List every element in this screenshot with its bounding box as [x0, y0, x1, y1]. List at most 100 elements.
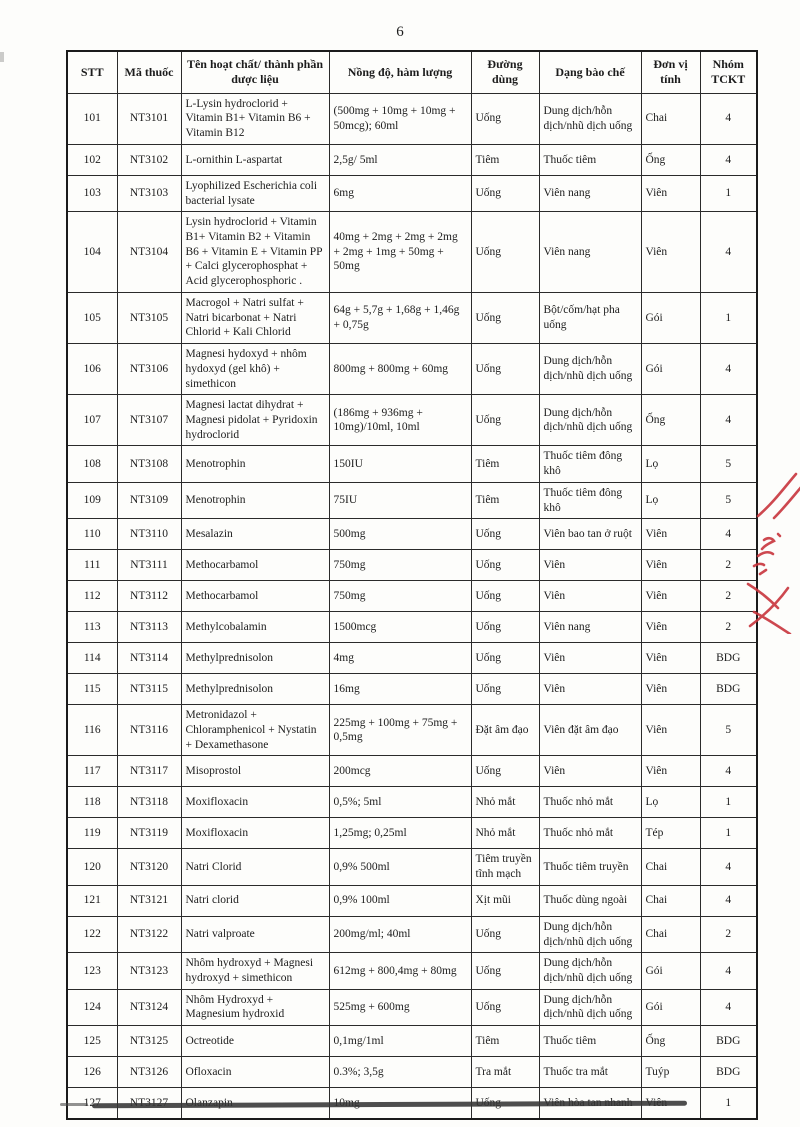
cell-nong_do: 40mg + 2mg + 2mg + 2mg + 2mg + 1mg + 50m…	[328, 211, 472, 293]
table-row: 117 NT3117 Misoprostol 200mcg Uống Viên Viên 4	[66, 755, 758, 788]
cell-dang_bao_che: Thuốc dùng ngoài	[538, 884, 642, 917]
cell-nhom: 2	[699, 580, 758, 613]
cell-ma_thuoc: NT3120	[116, 848, 182, 886]
cell-dang_bao_che: Dung dịch/hỗn dịch/nhũ dịch uống	[538, 915, 642, 954]
cell-stt: 114	[66, 642, 118, 675]
cell-don_vi: Tuýp	[640, 1056, 701, 1089]
cell-stt: 115	[66, 673, 118, 706]
cell-stt: 104	[66, 211, 118, 293]
cell-nhom: 4	[699, 92, 758, 145]
cell-nhom: 2	[699, 611, 758, 644]
cell-ten: Metronidazol + Chloramphenicol + Nystati…	[180, 704, 330, 757]
cell-stt: 109	[66, 481, 118, 520]
cell-ma_thuoc: NT3115	[116, 673, 182, 706]
cell-dang_bao_che: Viên	[538, 642, 642, 675]
cell-don_vi: Viên	[640, 549, 701, 582]
table-row: 114 NT3114 Methylprednisolon 4mg Uống Viên Viê…	[66, 642, 758, 675]
cell-don_vi: Viên	[640, 211, 701, 293]
cell-nhom: 1	[699, 1087, 758, 1120]
cell-don_vi: Tép	[640, 817, 701, 850]
cell-stt: 102	[66, 143, 118, 176]
column-header-duong_dung: Đường dùng	[470, 50, 540, 94]
cell-ten: Misoprostol	[180, 755, 330, 788]
cell-ma_thuoc: NT3109	[116, 481, 182, 520]
cell-dang_bao_che: Viên bao tan ở ruột	[538, 518, 642, 551]
cell-nhom: 5	[699, 704, 758, 757]
cell-duong_dung: Tra mắt	[470, 1056, 540, 1089]
cell-ma_thuoc: NT3121	[116, 884, 182, 917]
cell-nong_do: 225mg + 100mg + 75mg + 0,5mg	[328, 704, 472, 757]
cell-ten: Natri valproate	[180, 915, 330, 954]
cell-don_vi: Viên	[640, 704, 701, 757]
cell-duong_dung: Uống	[470, 92, 540, 145]
table-row: 121 NT3121 Natri clorid 0,9% 100ml Xịt mũi Th…	[66, 884, 758, 917]
column-header-don_vi: Đơn vị tính	[640, 50, 701, 94]
column-header-nhom: Nhóm TCKT	[699, 50, 758, 94]
cell-ma_thuoc: NT3119	[116, 817, 182, 850]
cell-dang_bao_che: Dung dịch/hỗn dịch/nhũ dịch uống	[538, 394, 642, 447]
column-header-ma_thuoc: Mã thuốc	[116, 50, 182, 94]
cell-ten: Lyophilized Escherichia coli bacterial l…	[180, 174, 330, 213]
cell-ma_thuoc: NT3114	[116, 642, 182, 675]
cell-nhom: 4	[699, 518, 758, 551]
cell-ten: Menotrophin	[180, 445, 330, 483]
cell-stt: 122	[66, 915, 118, 954]
table-row: 118 NT3118 Moxifloxacin 0,5%; 5ml Nhỏ mắt Thu…	[66, 786, 758, 819]
cell-ten: Methocarbamol	[180, 549, 330, 582]
cell-ten: Natri Clorid	[180, 848, 330, 886]
cell-nong_do: 0,9% 500ml	[328, 848, 472, 886]
cell-nong_do: 2,5g/ 5ml	[328, 143, 472, 176]
cell-nong_do: 4mg	[328, 642, 472, 675]
cell-ma_thuoc: NT3108	[116, 445, 182, 483]
cell-nong_do: 1,25mg; 0,25ml	[328, 817, 472, 850]
cell-ma_thuoc: NT3113	[116, 611, 182, 644]
cell-duong_dung: Uống	[470, 549, 540, 582]
cell-duong_dung: Tiêm	[470, 143, 540, 176]
cell-nhom: 2	[699, 549, 758, 582]
cell-don_vi: Gói	[640, 988, 701, 1027]
cell-dang_bao_che: Viên nang	[538, 174, 642, 213]
cell-nong_do: 0,9% 100ml	[328, 884, 472, 917]
cell-ten: Methocarbamol	[180, 580, 330, 613]
cell-don_vi: Ống	[640, 143, 701, 176]
cell-nong_do: 200mcg	[328, 755, 472, 788]
cell-ma_thuoc: NT3117	[116, 755, 182, 788]
cell-nhom: 4	[699, 394, 758, 447]
cell-dang_bao_che: Bột/cốm/hạt pha uống	[538, 291, 642, 345]
cell-dang_bao_che: Thuốc tiêm đông khô	[538, 445, 642, 483]
cell-stt: 126	[66, 1056, 118, 1089]
column-header-dang_bao_che: Dạng bào chế	[538, 50, 642, 94]
scan-shadow-artifact-small	[60, 1103, 88, 1106]
cell-dang_bao_che: Thuốc tiêm	[538, 1025, 642, 1058]
cell-nhom: 5	[699, 445, 758, 483]
cell-don_vi: Ống	[640, 1025, 701, 1058]
cell-nhom: 4	[699, 988, 758, 1027]
cell-don_vi: Viên	[640, 755, 701, 788]
cell-dang_bao_che: Viên đặt âm đạo	[538, 704, 642, 757]
cell-don_vi: Lọ	[640, 445, 701, 483]
cell-ten: Methylprednisolon	[180, 673, 330, 706]
table-row: 103 NT3103 Lyophilized Escherichia coli ba…	[66, 174, 758, 213]
cell-nhom: 4	[699, 848, 758, 886]
cell-dang_bao_che: Viên	[538, 549, 642, 582]
table-row: 125 NT3125 Octreotide 0,1mg/1ml Tiêm Thuốc ti…	[66, 1025, 758, 1058]
cell-nhom: 4	[699, 343, 758, 396]
table-row: 111 NT3111 Methocarbamol 750mg Uống Viên Viên 2	[66, 549, 758, 582]
cell-nhom: 4	[699, 755, 758, 788]
column-header-stt: STT	[66, 50, 118, 94]
cell-ten: Moxifloxacin	[180, 786, 330, 819]
cell-duong_dung: Uống	[470, 174, 540, 213]
table-row: 124 NT3124 Nhôm Hydroxyd + Magnesium hydro…	[66, 988, 758, 1027]
table-row: 113 NT3113 Methylcobalamin 1500mcg Uống Viên …	[66, 611, 758, 644]
cell-stt: 120	[66, 848, 118, 886]
table-row: 108 NT3108 Menotrophin 150IU Tiêm Thuốc tiêm …	[66, 445, 758, 483]
cell-stt: 123	[66, 952, 118, 990]
cell-nong_do: 16mg	[328, 673, 472, 706]
table-row: 116 NT3116 Metronidazol + Chloramphenicol …	[66, 704, 758, 757]
cell-stt: 111	[66, 549, 118, 582]
cell-don_vi: Ống	[640, 394, 701, 447]
cell-stt: 107	[66, 394, 118, 447]
cell-duong_dung: Uống	[470, 394, 540, 447]
cell-don_vi: Chai	[640, 92, 701, 145]
